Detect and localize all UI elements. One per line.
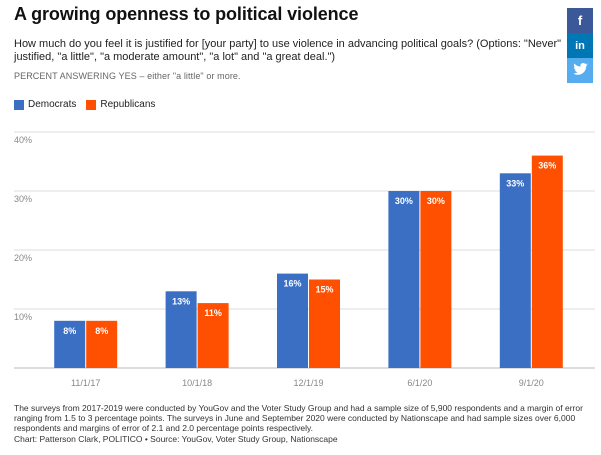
legend-item-republicans: Republicans: [86, 99, 155, 110]
bar-democrats: [54, 320, 86, 368]
data-label: 30%: [395, 196, 413, 206]
chart-kicker: PERCENT ANSWERING YES – either "a little…: [14, 71, 241, 81]
data-label: 33%: [506, 178, 524, 188]
chart-legend: Democrats Republicans: [14, 99, 155, 110]
chart-subtitle: How much do you feel it is justified for…: [14, 38, 562, 63]
linkedin-share-button[interactable]: in: [567, 33, 593, 58]
data-label: 8%: [63, 326, 76, 336]
chart-title: A growing openness to political violence: [14, 4, 359, 24]
facebook-icon: f: [577, 13, 583, 28]
bar-democrats: [277, 273, 308, 368]
bar-republicans: [86, 320, 118, 368]
x-tick-label: 12/1/19: [293, 378, 323, 388]
legend-item-democrats: Democrats: [14, 99, 76, 110]
bar-democrats: [388, 191, 420, 368]
x-tick-label: 6/1/20: [407, 378, 432, 388]
twitter-icon: [572, 63, 588, 78]
legend-label-republicans: Republicans: [100, 99, 156, 110]
y-tick-label: 20%: [14, 253, 32, 263]
x-tick-label: 11/1/17: [71, 378, 100, 388]
y-tick-label: 40%: [14, 135, 32, 145]
bar-republicans: [531, 155, 563, 368]
y-tick-label: 10%: [14, 312, 32, 322]
bar-democrats: [165, 291, 197, 368]
x-tick-label: 10/1/18: [182, 378, 212, 388]
data-label: 15%: [315, 285, 333, 295]
facebook-share-button[interactable]: f: [567, 8, 593, 33]
data-label: 36%: [538, 161, 556, 171]
share-buttons: f in: [567, 8, 593, 83]
data-label: 13%: [172, 296, 190, 306]
bar-republicans: [420, 191, 452, 368]
chart-footnote: The surveys from 2017-2019 were conducte…: [14, 403, 583, 433]
bar-republicans: [309, 279, 340, 368]
data-label: 11%: [204, 308, 222, 318]
x-tick-label: 9/1/20: [519, 378, 544, 388]
legend-swatch-republicans: [86, 99, 97, 110]
data-label: 16%: [283, 279, 301, 289]
chart-credit: Chart: Patterson Clark, POLITICO • Sourc…: [14, 434, 338, 444]
data-label: 8%: [95, 326, 108, 336]
data-label: 30%: [427, 196, 445, 206]
bar-republicans: [197, 303, 229, 368]
bar-democrats: [499, 173, 531, 368]
legend-swatch-democrats: [14, 99, 24, 110]
y-tick-label: 30%: [14, 194, 32, 204]
linkedin-icon: in: [575, 39, 585, 52]
twitter-share-button[interactable]: [567, 58, 593, 83]
bar-chart: 10% 20% 30% 40% 8% 8% 11/1/17 13% 11% 10/1/18 16% 1…: [14, 131, 595, 388]
legend-label-democrats: Democrats: [28, 99, 77, 110]
